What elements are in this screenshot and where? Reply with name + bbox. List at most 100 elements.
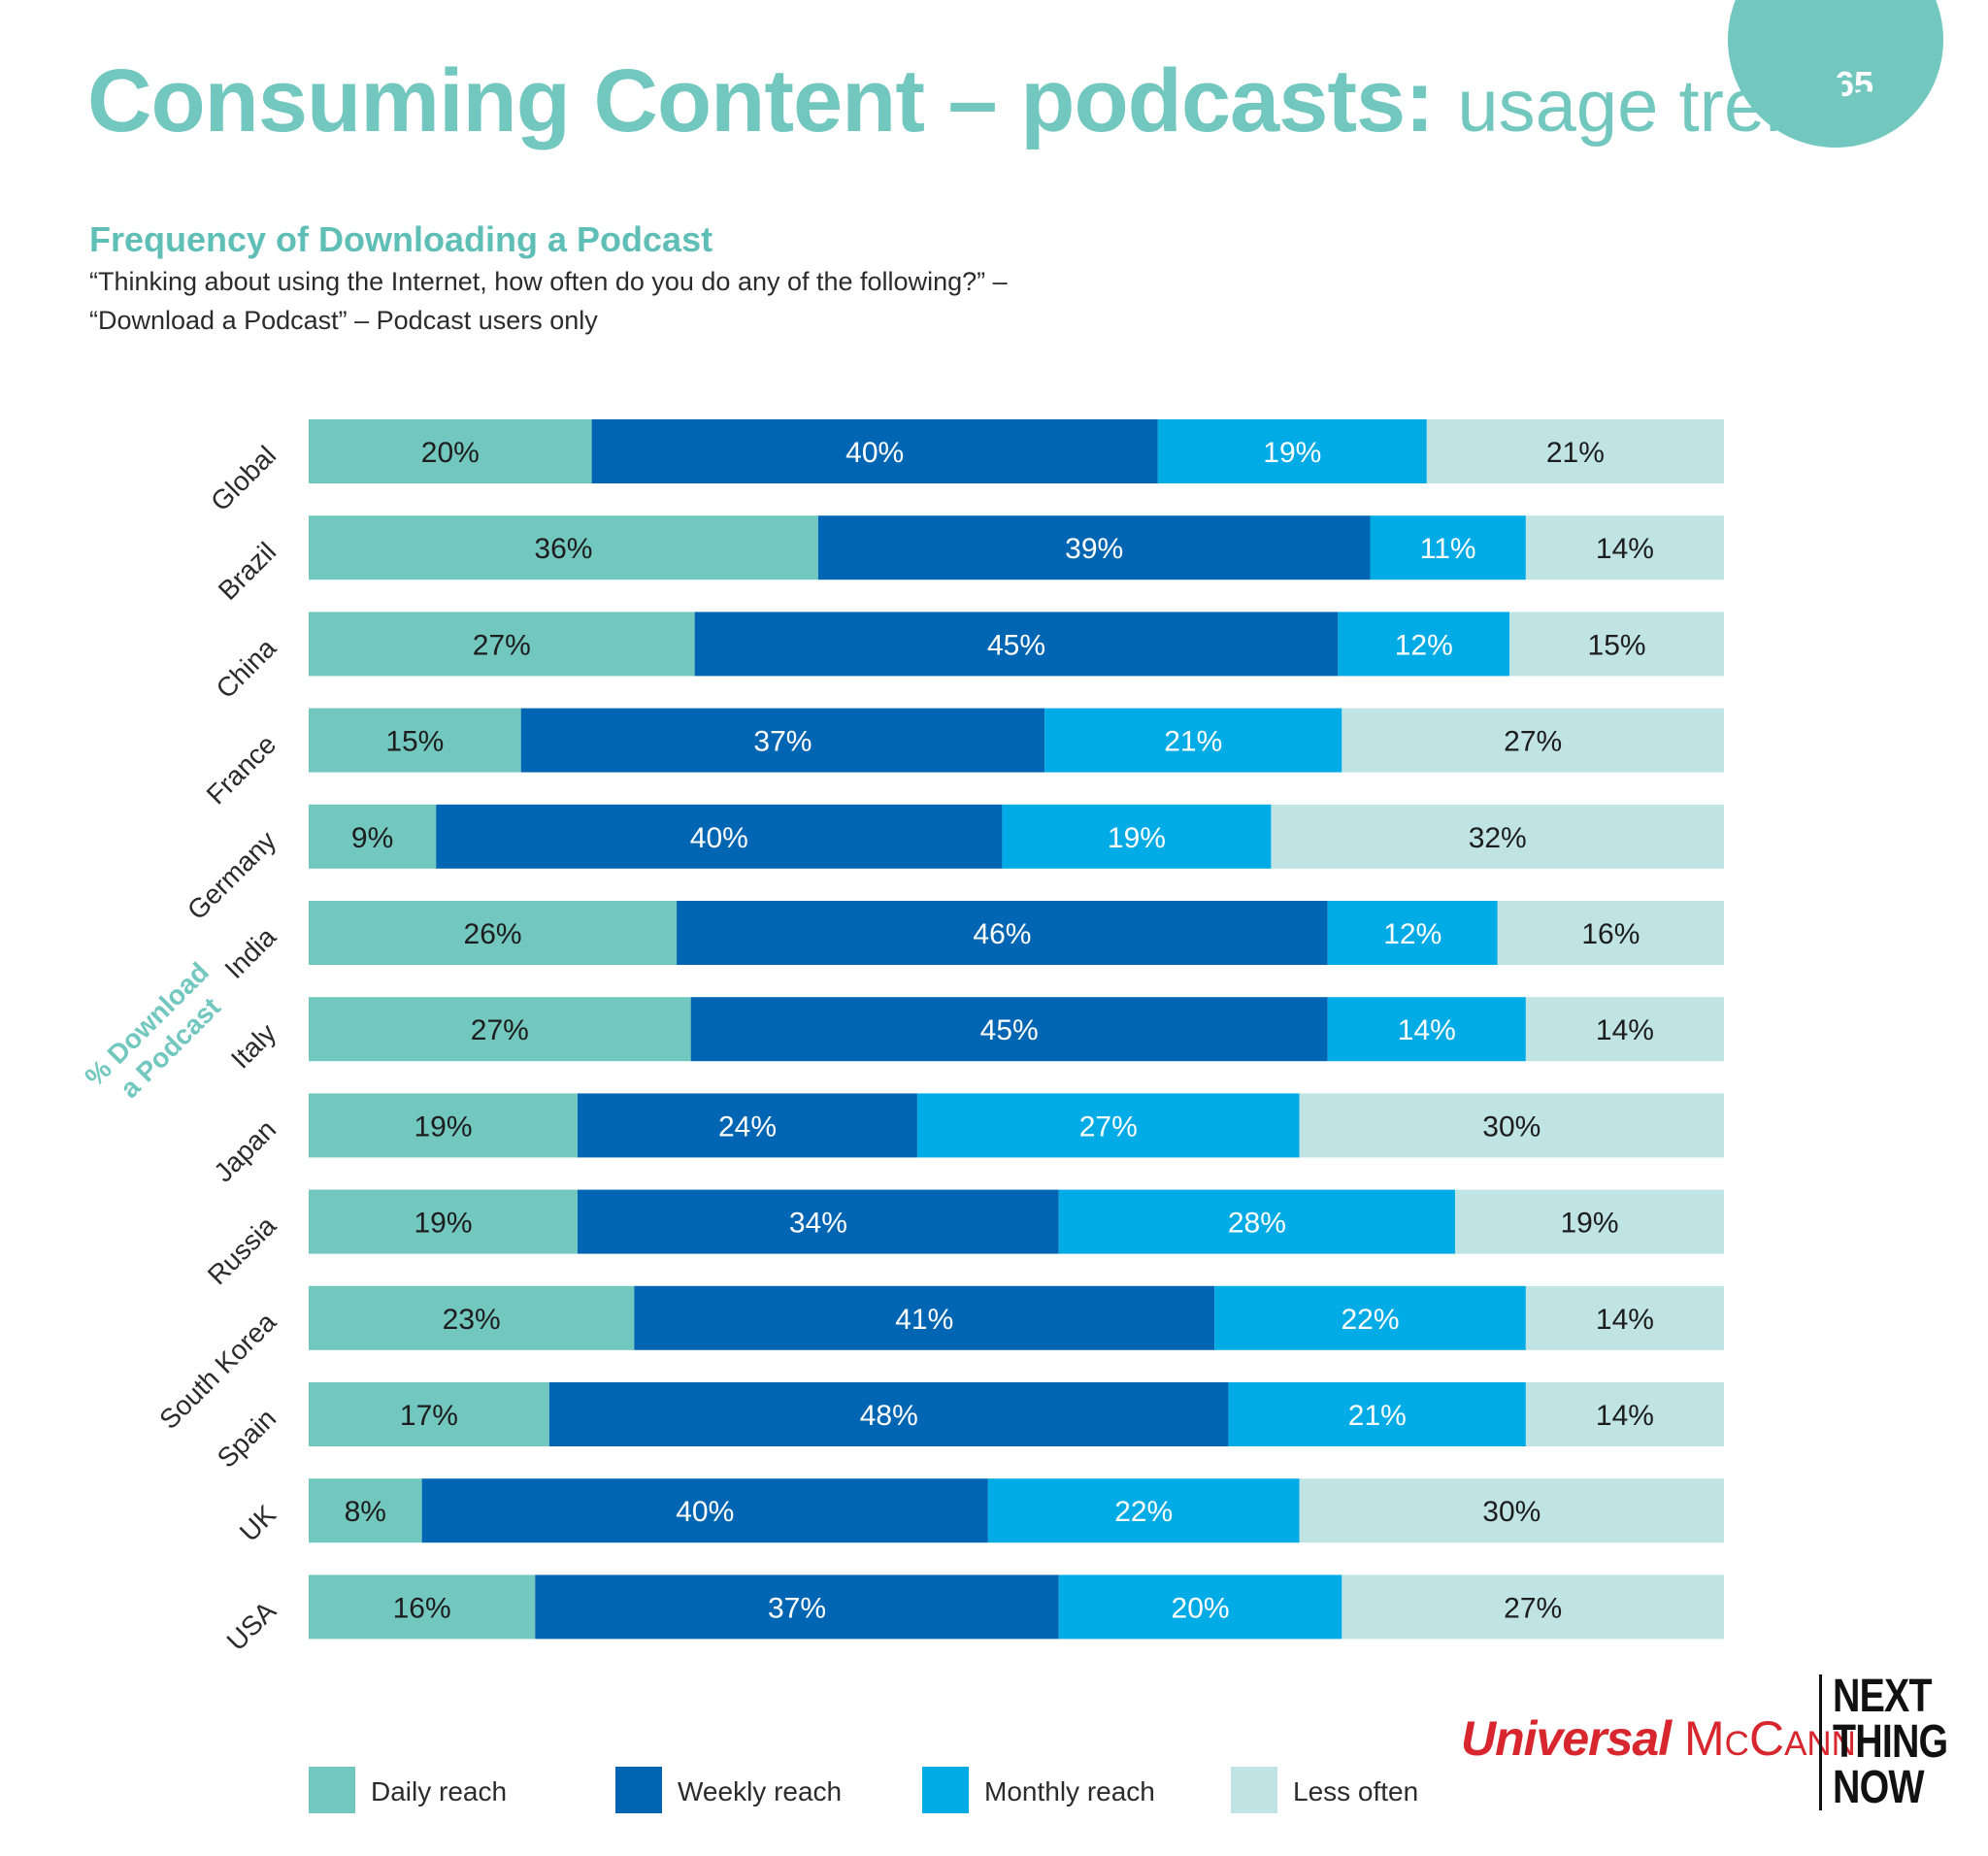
page-number: 65 <box>1835 64 1874 104</box>
data-label-south-korea-weekly: 41% <box>895 1304 953 1336</box>
next-thing-now-logo: NEXT THING NOW <box>1833 1674 1948 1811</box>
data-label-china-less_often: 15% <box>1588 629 1646 661</box>
data-label-brazil-daily: 36% <box>534 533 592 565</box>
question-line-1: “Thinking about using the Internet, how … <box>89 267 1008 296</box>
bar-segment-japan-monthly <box>916 1093 1300 1158</box>
chart-subtitle: Frequency of Downloading a Podcast <box>89 219 713 259</box>
bar-segment-uk-weekly <box>421 1478 988 1543</box>
data-label-global-daily: 20% <box>421 437 480 469</box>
data-label-germany-daily: 9% <box>351 822 393 854</box>
bar-segment-china-monthly <box>1338 612 1510 677</box>
data-label-india-daily: 26% <box>464 918 522 950</box>
data-label-italy-weekly: 45% <box>980 1014 1039 1046</box>
universal-mccann-logo: Universal McCann <box>1461 1710 1856 1767</box>
question-line-2: “Download a Podcast” – Podcast users onl… <box>89 306 598 335</box>
bar-segment-japan-weekly <box>578 1093 917 1158</box>
bar-segment-russia-monthly <box>1058 1189 1455 1254</box>
category-label-brazil: Brazil <box>213 537 282 606</box>
data-label-japan-daily: 19% <box>414 1110 472 1143</box>
legend-label-daily: Daily reach <box>371 1776 508 1806</box>
data-label-russia-daily: 19% <box>414 1208 472 1240</box>
bar-segment-germany-monthly <box>1002 804 1272 869</box>
data-label-germany-monthly: 19% <box>1108 822 1166 854</box>
bar-segment-china-weekly <box>694 612 1339 677</box>
data-label-china-monthly: 12% <box>1395 629 1453 661</box>
bar-segment-south-korea-weekly <box>634 1285 1215 1350</box>
data-label-brazil-monthly: 11% <box>1420 533 1476 565</box>
data-label-spain-daily: 17% <box>400 1400 458 1432</box>
page-title: Consuming Content – podcasts: usage tren… <box>87 50 1884 152</box>
category-label-usa: USA <box>221 1595 282 1656</box>
bar-segment-usa-monthly <box>1058 1574 1342 1640</box>
bar-segment-global-weekly <box>591 419 1158 483</box>
legend-label-less-often: Less often <box>1293 1776 1419 1806</box>
bar-segment-global-daily <box>309 419 592 483</box>
data-label-china-daily: 27% <box>473 629 531 661</box>
data-label-france-less_often: 27% <box>1504 726 1562 758</box>
data-label-russia-monthly: 28% <box>1228 1208 1286 1240</box>
data-label-germany-less_often: 32% <box>1469 822 1527 854</box>
bar-segment-brazil-less_often <box>1525 515 1724 580</box>
data-label-france-monthly: 21% <box>1164 726 1222 758</box>
legend-swatch-less-often <box>1231 1767 1277 1813</box>
category-label-uk: UK <box>234 1499 282 1547</box>
bar-segment-china-daily <box>309 612 695 677</box>
bar-segment-brazil-weekly <box>817 515 1371 580</box>
data-label-uk-less_often: 30% <box>1482 1496 1541 1528</box>
data-label-russia-weekly: 34% <box>789 1208 847 1240</box>
bar-segment-italy-weekly <box>690 997 1328 1062</box>
bar-segment-italy-less_often <box>1525 997 1724 1062</box>
bar-segment-china-less_often <box>1509 612 1724 677</box>
bar-segment-india-less_often <box>1497 901 1724 965</box>
bar-segment-uk-monthly <box>987 1478 1300 1543</box>
legend-swatch-daily <box>309 1767 355 1813</box>
bar-segment-germany-less_often <box>1271 804 1724 869</box>
bar-segment-russia-daily <box>309 1189 579 1254</box>
category-label-italy: Italy <box>225 1018 282 1075</box>
data-label-south-korea-less_often: 14% <box>1596 1304 1654 1336</box>
category-label-china: China <box>211 632 282 704</box>
category-label-russia: Russia <box>202 1210 282 1291</box>
bar-segment-russia-less_often <box>1454 1189 1724 1254</box>
data-label-italy-monthly: 14% <box>1398 1014 1456 1046</box>
data-label-usa-less_often: 27% <box>1504 1592 1562 1624</box>
bar-segment-global-monthly <box>1157 419 1427 483</box>
bar-segment-brazil-daily <box>309 515 818 580</box>
data-label-france-weekly: 37% <box>753 726 812 758</box>
data-label-russia-less_often: 19% <box>1560 1208 1618 1240</box>
ntn-line-2: THING <box>1833 1716 1948 1768</box>
data-label-italy-less_often: 14% <box>1596 1014 1654 1046</box>
bar-segment-italy-daily <box>309 997 691 1062</box>
logo-mccann-text: McCann <box>1684 1711 1856 1766</box>
bar-segment-spain-monthly <box>1228 1382 1526 1446</box>
bar-segment-south-korea-daily <box>309 1285 635 1350</box>
bar-segment-japan-daily <box>309 1093 579 1158</box>
legend-label-weekly: Weekly reach <box>678 1776 843 1806</box>
legend-swatch-weekly <box>615 1767 662 1813</box>
logo-universal-text: Universal <box>1461 1711 1672 1766</box>
bar-segment-russia-weekly <box>578 1189 1059 1254</box>
data-label-global-weekly: 40% <box>845 437 904 469</box>
legend-label-monthly: Monthly reach <box>984 1776 1155 1806</box>
category-label-global: Global <box>205 440 282 516</box>
bar-segment-india-daily <box>309 901 678 965</box>
data-label-japan-monthly: 27% <box>1079 1110 1138 1143</box>
data-label-germany-weekly: 40% <box>690 822 748 854</box>
survey-question: “Thinking about using the Internet, how … <box>89 262 1157 340</box>
data-label-uk-monthly: 22% <box>1114 1496 1173 1528</box>
bar-segment-south-korea-monthly <box>1214 1285 1526 1350</box>
logo-divider <box>1819 1674 1822 1810</box>
category-label-france: France <box>201 729 282 811</box>
category-label-spain: Spain <box>212 1403 282 1474</box>
bar-segment-brazil-monthly <box>1370 515 1526 580</box>
bar-segment-france-weekly <box>520 708 1045 773</box>
category-label-india: India <box>218 921 282 984</box>
bar-segment-global-less_often <box>1426 419 1724 483</box>
data-label-italy-daily: 27% <box>471 1014 529 1046</box>
bar-segment-spain-less_often <box>1525 1382 1724 1446</box>
bar-segment-spain-daily <box>309 1382 549 1446</box>
data-label-france-daily: 15% <box>385 726 444 758</box>
title-light: usage trends <box>1457 65 1884 148</box>
legend-swatch-monthly <box>922 1767 969 1813</box>
